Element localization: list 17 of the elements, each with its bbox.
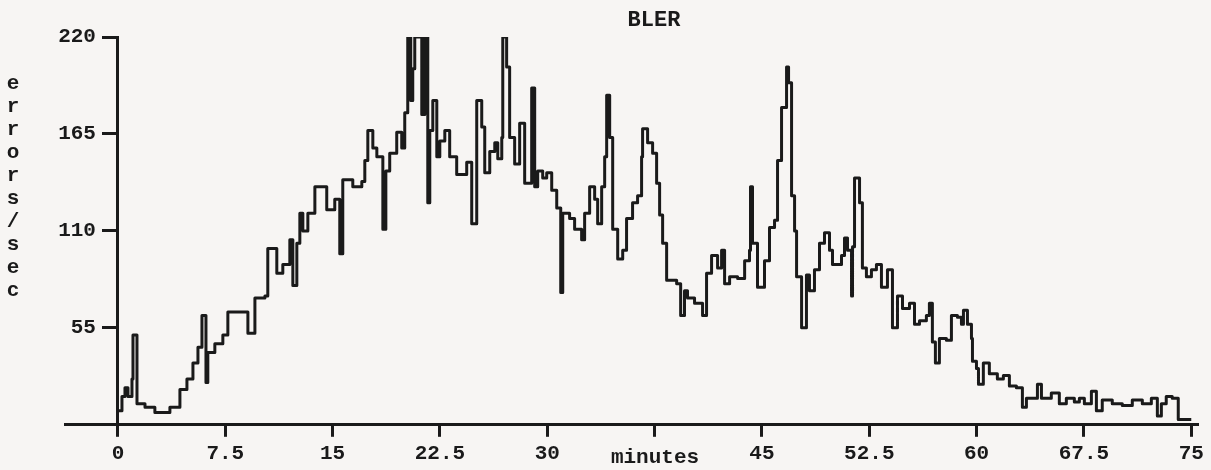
text: errors/sec [6,72,20,303]
x-tick-label: 15 [320,441,346,465]
y-tick-label: 55 [70,316,96,340]
x-tick-label: 52.5 [844,441,895,465]
x-tick-label: 45 [749,441,775,465]
chart-title: BLER [627,7,682,33]
x-tick-label: 30 [534,441,560,465]
x-axis-title: minutes [610,446,700,470]
x-tick-label: 60 [964,441,990,465]
x-tick-label: 75 [1178,441,1204,465]
x-tick-label: 67.5 [1058,441,1110,465]
y-tick-label: 220 [58,25,96,49]
x-tick-label: 22.5 [414,441,466,465]
x-tick-label: 0 [111,441,125,465]
y-tick-label: 165 [58,122,96,146]
y-tick-label: 110 [58,219,96,243]
x-tick-label: 7.5 [206,441,245,465]
